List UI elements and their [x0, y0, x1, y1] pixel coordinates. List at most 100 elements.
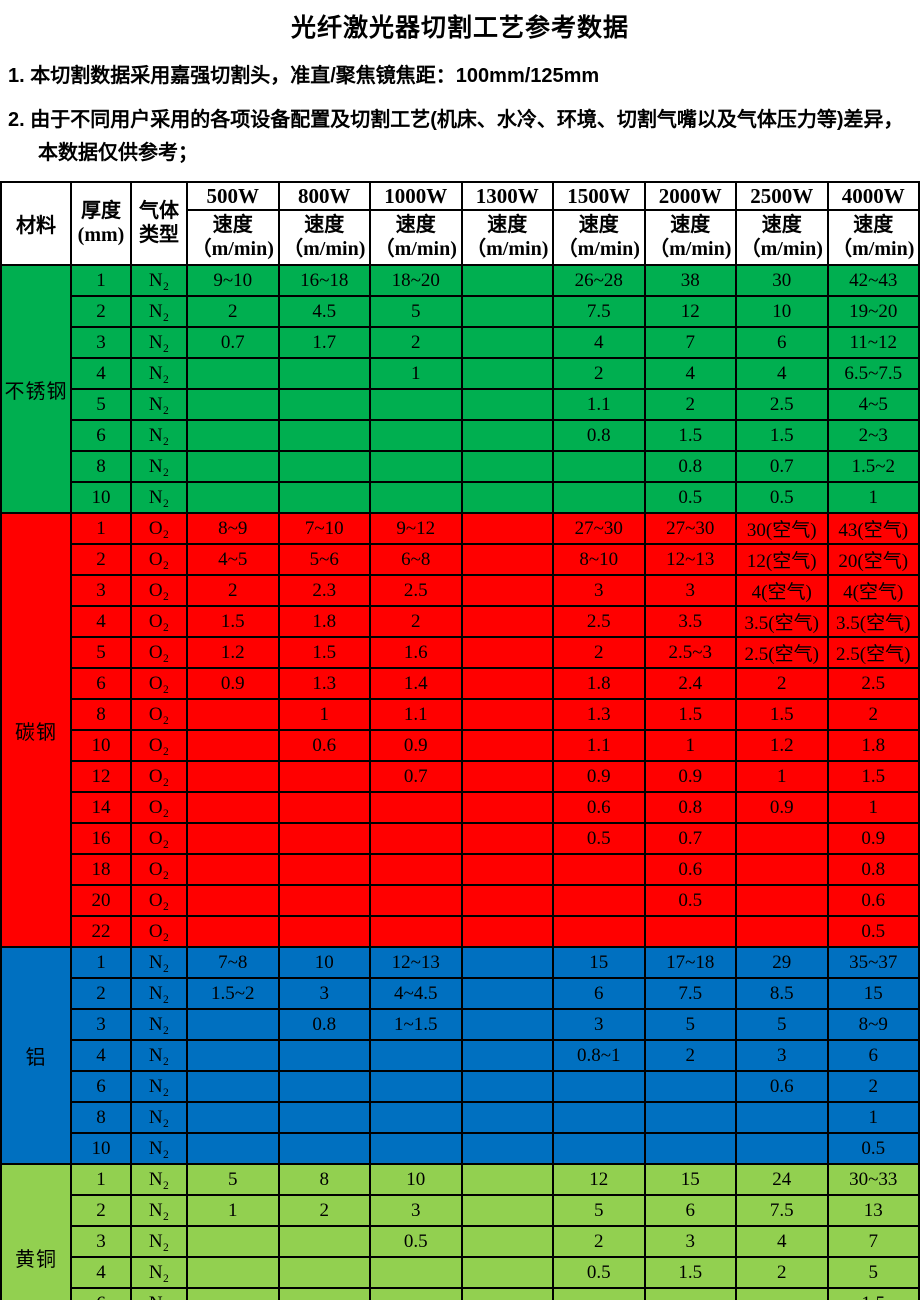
speed-cell: 1.6 [369, 636, 463, 670]
gas-cell: O₂ [130, 791, 188, 825]
thickness-cell: 4 [70, 1256, 132, 1290]
speed-cell: 1 [826, 791, 920, 825]
speed-cell: 0.6 [552, 791, 646, 825]
thickness-cell: 4 [70, 605, 132, 639]
speed-cell: 18~20 [369, 264, 463, 298]
speed-cell [460, 419, 554, 453]
speed-cell: 12~13 [369, 946, 463, 980]
speed-cell [460, 667, 554, 701]
speed-cell: 1.2 [735, 729, 829, 763]
speed-cell [186, 1008, 280, 1042]
speed-cell: 4(空气) [826, 574, 920, 608]
thickness-header-line1: 厚度 [81, 200, 121, 223]
speed-cell: 0.7 [735, 450, 829, 484]
speed-cell: 8~9 [826, 1008, 920, 1042]
speed-header-row: 速度 （m/min) 速度 （m/min) 速度 （m/min) 速度 （m/min) 速度 （m… [1, 209, 920, 267]
speed-cell [735, 1101, 829, 1135]
speed-cell: 1~1.5 [369, 1008, 463, 1042]
speed-cell: 1.1 [552, 729, 646, 763]
speed-cell [643, 915, 737, 949]
table-row: 铝 1 N₂ 7~8 10 12~13 15 17~18 29 35~37 [0, 946, 920, 1166]
speed-cell: 29 [735, 946, 829, 980]
thickness-cell: 18 [70, 853, 132, 887]
table-row: 2 O₂ 4~5 5~6 6~8 8~10 12~13 12(空气) 20(空气) [1, 543, 920, 577]
speed-cell [460, 1132, 554, 1166]
thickness-cell: 6 [70, 1070, 132, 1104]
speed-cell: 2 [643, 1039, 737, 1073]
speed-cell: 0.8 [826, 853, 920, 887]
speed-cell: 1.5 [826, 1287, 920, 1300]
speed-cell [369, 1039, 463, 1073]
gas-header-line1: 气体 [139, 200, 179, 223]
speed-cell: 38 [643, 264, 737, 298]
speed-cell: 2 [826, 1070, 920, 1104]
table-row: 2 N₂ 1 2 3 5 6 7.5 13 [1, 1194, 920, 1228]
thickness-column-header: 厚度 (mm) [70, 181, 132, 267]
speed-cell [460, 977, 554, 1011]
speed-cell: 2.5 [552, 605, 646, 639]
power-header-1300w: 1300W [460, 181, 554, 212]
speed-cell: 9~12 [369, 512, 463, 546]
speed-cell: 3.5(空气) [826, 605, 920, 639]
gas-cell: N₂ [130, 1101, 188, 1135]
speed-cell: 17~18 [643, 946, 737, 980]
speed-cell [643, 1287, 737, 1300]
speed-cell: 0.5 [826, 915, 920, 949]
speed-cell: 8 [277, 1163, 371, 1197]
note-1: 1. 本切割数据采用嘉强切割头，准直/聚焦镜焦距：100mm/125mm [8, 65, 600, 87]
speed-cell: 6~8 [369, 543, 463, 577]
table-row: 6 N₂ 0.6 2 [1, 1070, 920, 1104]
table-row: 18 O₂ 0.6 0.8 [1, 853, 920, 887]
speed-cell: 6 [643, 1194, 737, 1228]
speed-cell [369, 1070, 463, 1104]
speed-cell [186, 450, 280, 484]
gas-cell: N₂ [130, 295, 188, 329]
speed-cell [277, 481, 371, 515]
speed-cell: 0.6 [735, 1070, 829, 1104]
speed-header: 速度 （m/min) [643, 209, 737, 267]
speed-cell: 1.3 [552, 698, 646, 732]
speed-cell: 5 [186, 1163, 280, 1197]
speed-cell [460, 1287, 554, 1300]
gas-cell: O₂ [130, 822, 188, 856]
speed-cell: 2 [735, 667, 829, 701]
gas-cell: N₂ [130, 264, 188, 298]
speed-cell: 0.8~1 [552, 1039, 646, 1073]
speed-cell [460, 295, 554, 329]
gas-cell: O₂ [130, 760, 188, 794]
note-2: 2. 由于不同用户采用的各项设备配置及切割工艺(机床、水冷、环境、切割气嘴以及气… [8, 109, 904, 164]
speed-cell: 0.6 [643, 853, 737, 887]
speed-cell: 0.9 [552, 760, 646, 794]
thickness-cell: 8 [70, 1101, 132, 1135]
speed-header: 速度 （m/min) [460, 209, 554, 267]
speed-cell: 8.5 [735, 977, 829, 1011]
speed-cell [460, 264, 554, 298]
speed-cell [186, 1256, 280, 1290]
gas-cell: O₂ [130, 853, 188, 887]
gas-header-line2: 类型 [139, 223, 179, 246]
power-header-1000w: 1000W [369, 181, 463, 212]
speed-cell: 0.9 [186, 667, 280, 701]
gas-cell: O₂ [130, 636, 188, 670]
speed-cell: 1.5 [186, 605, 280, 639]
speed-header: 速度 （m/min) [826, 209, 920, 267]
speed-cell [643, 1132, 737, 1166]
speed-cell: 1.8 [552, 667, 646, 701]
table-row: 22 O₂ 0.5 [1, 915, 920, 949]
speed-cell [460, 853, 554, 887]
speed-cell: 7~10 [277, 512, 371, 546]
material-cell: 铝 [0, 946, 72, 1166]
gas-cell: O₂ [130, 884, 188, 918]
material-cell: 碳钢 [0, 512, 72, 949]
table-row: 6 O₂ 0.9 1.3 1.4 1.8 2.4 2 2.5 [1, 667, 920, 701]
cutting-data-table: 材料 厚度 (mm) 气体 类型 500W 800W 1000W 1300W 1500W… [0, 181, 920, 1300]
speed-cell: 1 [826, 1101, 920, 1135]
speed-cell: 1.5 [643, 1256, 737, 1290]
speed-cell [735, 853, 829, 887]
speed-cell [460, 1008, 554, 1042]
speed-cell [735, 884, 829, 918]
speed-cell: 3.5(空气) [735, 605, 829, 639]
speed-cell: 0.6 [277, 729, 371, 763]
speed-cell: 6 [735, 326, 829, 360]
speed-cell: 0.9 [826, 822, 920, 856]
